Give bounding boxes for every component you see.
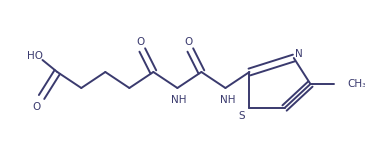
Text: CH₃: CH₃: [347, 79, 365, 89]
Text: O: O: [184, 37, 193, 47]
Text: NH: NH: [219, 95, 235, 105]
Text: HO: HO: [27, 51, 43, 61]
Text: O: O: [33, 102, 41, 112]
Text: O: O: [136, 37, 145, 47]
Text: N: N: [296, 49, 303, 59]
Text: S: S: [239, 111, 245, 121]
Text: NH: NH: [170, 95, 186, 105]
